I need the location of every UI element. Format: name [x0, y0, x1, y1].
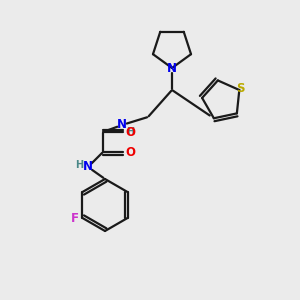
Text: N: N [83, 160, 93, 173]
Text: F: F [70, 212, 79, 224]
Text: O: O [125, 125, 135, 139]
Text: N: N [117, 118, 127, 131]
Text: S: S [236, 82, 244, 95]
Text: H: H [126, 127, 134, 137]
Text: N: N [167, 61, 177, 74]
Text: H: H [75, 160, 83, 170]
Text: O: O [125, 146, 135, 158]
